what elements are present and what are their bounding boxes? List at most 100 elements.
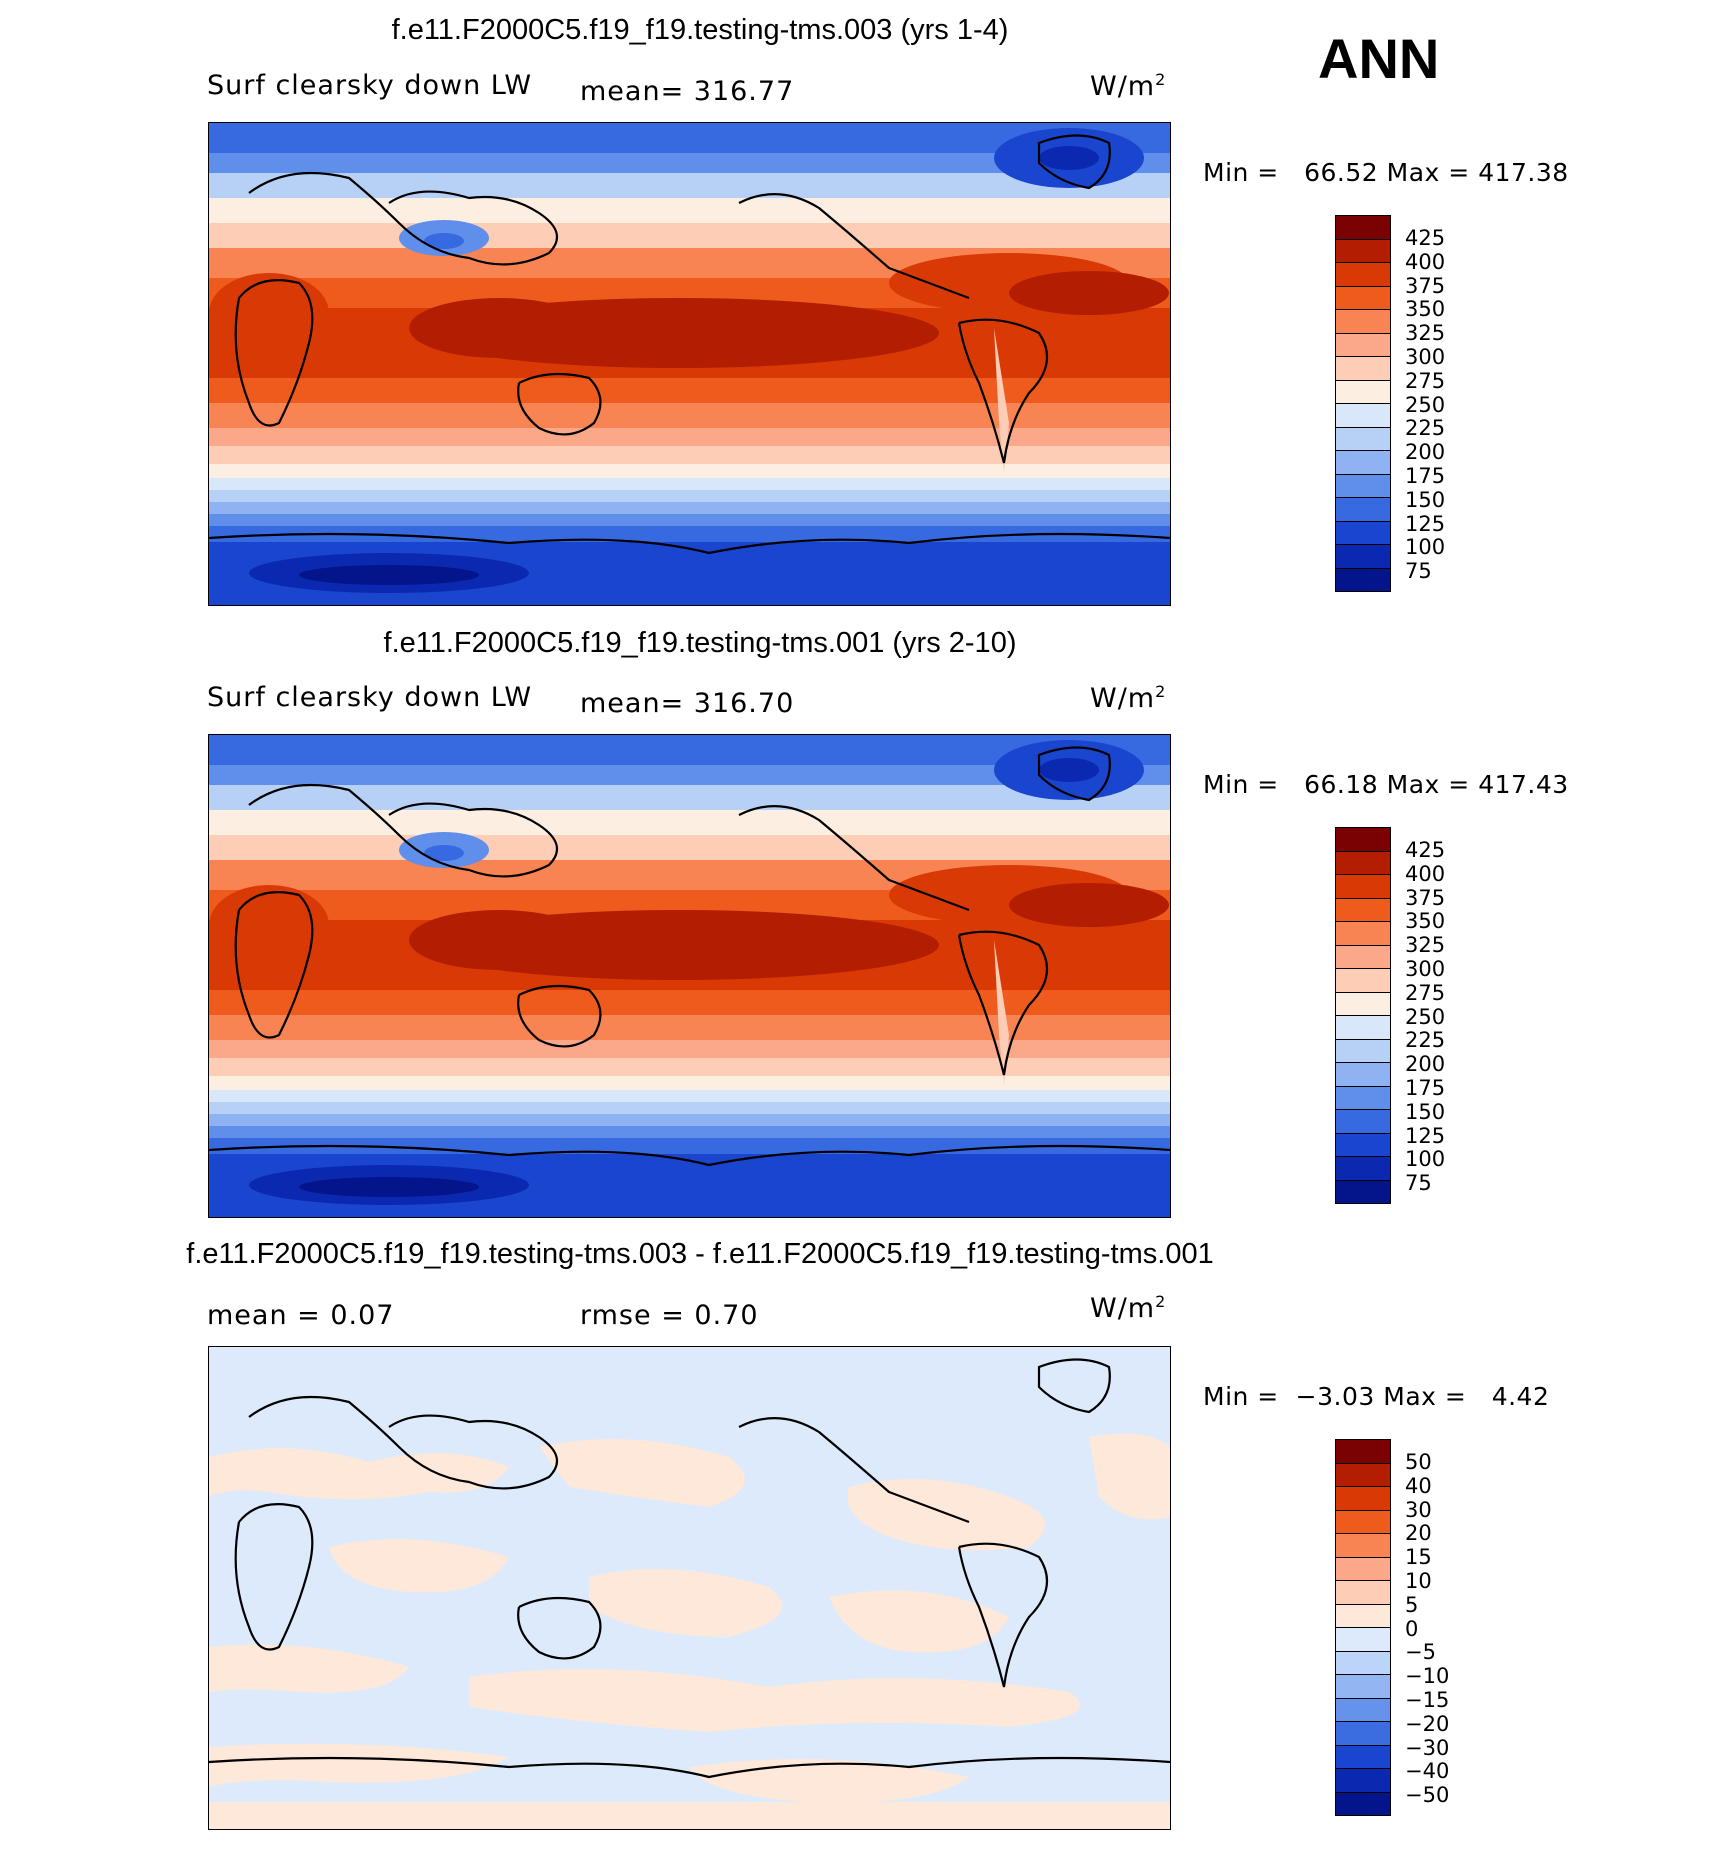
colorbar-label: 150 [1405,487,1446,512]
colorbar-label: 250 [1405,1004,1446,1029]
colorbar-label: 250 [1405,392,1446,417]
colorbar-segment [1335,1486,1391,1510]
panel-1-map [208,122,1171,606]
colorbar-label: 375 [1405,885,1446,910]
colorbar-segment [1335,332,1391,356]
panel-2-units: W/m2 [1090,682,1167,714]
colorbar-segment [1335,1462,1391,1486]
panel-1-title: f.e11.F2000C5.f19_f19.testing-tms.003 (y… [391,14,1009,46]
colorbar-label: 75 [1405,559,1432,584]
colorbar-label: 400 [1405,249,1446,274]
colorbar-segment [1335,567,1391,592]
season-label: ANN [1318,27,1440,90]
colorbar-label: 325 [1405,933,1446,958]
colorbar-segment [1335,944,1391,968]
colorbar-label: 175 [1405,1075,1446,1100]
colorbar-segment [1335,520,1391,544]
colorbar-segment [1335,1627,1391,1651]
colorbar-label: −5 [1405,1640,1436,1665]
colorbar-segment [1335,1768,1391,1792]
panel-3-colorbar [1335,1439,1391,1816]
colorbar-label: 275 [1405,980,1446,1005]
colorbar-segment [1335,1697,1391,1721]
colorbar-segment [1335,1132,1391,1156]
colorbar-label: 350 [1405,297,1446,322]
colorbar-segment [1335,897,1391,921]
panel-2-colorbar [1335,827,1391,1204]
colorbar-label: 200 [1405,440,1446,465]
colorbar-segment [1335,238,1391,262]
colorbar-label: 50 [1405,1450,1432,1474]
colorbar-label: 100 [1405,535,1446,560]
colorbar-label: 400 [1405,861,1446,886]
colorbar-segment [1335,1603,1391,1627]
colorbar-label: 425 [1405,226,1446,250]
colorbar-segment [1335,1533,1391,1557]
colorbar-label: −10 [1405,1664,1450,1689]
colorbar-segment [1335,1179,1391,1204]
panel-1-colorbar-labels: 425 400 375 350 325 300 275 250 225 200 175 150 125 1… [1405,226,1446,584]
colorbar-segment [1335,262,1391,286]
colorbar-label: −15 [1405,1687,1450,1712]
colorbar-label: 425 [1405,838,1446,862]
colorbar-segment [1335,1721,1391,1745]
colorbar-segment [1335,356,1391,380]
panel-1-colorbar [1335,215,1391,592]
colorbar-segment [1335,968,1391,992]
colorbar-label: −50 [1405,1783,1450,1808]
colorbar-label: −20 [1405,1711,1450,1736]
colorbar-segment [1335,1085,1391,1109]
colorbar-segment [1335,850,1391,874]
colorbar-segment [1335,1791,1391,1816]
panel-2-colorbar-labels: 425 400 375 350 325 300 275 250 225 200 175 150 125 1… [1405,838,1446,1196]
colorbar-segment [1335,1439,1391,1463]
colorbar-label: 40 [1405,1473,1432,1498]
colorbar-segment [1335,874,1391,898]
panel-1-map-svg [209,123,1170,605]
colorbar-segment [1335,1109,1391,1133]
panel-2-variable: Surf clearsky down LW [207,682,533,713]
colorbar-label: 325 [1405,321,1446,346]
colorbar-segment [1335,1580,1391,1604]
colorbar-label: 225 [1405,1028,1446,1053]
colorbar-label: 225 [1405,416,1446,441]
colorbar-label: 75 [1405,1171,1432,1196]
colorbar-segment [1335,1674,1391,1698]
panel-3-title: f.e11.F2000C5.f19_f19.testing-tms.003 - … [186,1238,1214,1270]
panel-2-map-svg [209,735,1170,1217]
colorbar-label: 100 [1405,1147,1446,1172]
colorbar-label: 375 [1405,273,1446,298]
colorbar-segment [1335,1744,1391,1768]
colorbar-label: 0 [1405,1616,1419,1641]
colorbar-segment [1335,991,1391,1015]
panel-3-colorbar-labels: 50 40 30 20 15 10 5 0 −5 −10 −15 −20 −30 −40 −50 [1405,1450,1450,1808]
colorbar-label: −40 [1405,1759,1450,1784]
colorbar-segment [1335,1062,1391,1086]
colorbar-segment [1335,1015,1391,1039]
colorbar-segment [1335,309,1391,333]
colorbar-label: 300 [1405,956,1446,981]
panel-2-map [208,734,1171,1218]
panel-1-mean: mean= 316.77 [580,76,795,107]
colorbar-label: −30 [1405,1735,1450,1760]
panel-3-map-svg [209,1347,1170,1829]
colorbar-label: 15 [1405,1545,1432,1570]
colorbar-label: 125 [1405,1123,1446,1148]
panel-1-units: W/m2 [1090,70,1167,102]
panel-3-minmax: Min = −3.03 Max = 4.42 [1203,1382,1550,1411]
colorbar-label: 350 [1405,909,1446,934]
colorbar-segment [1335,379,1391,403]
panel-1-minmax: Min = 66.52 Max = 417.38 [1203,158,1569,187]
panel-3-rmse: rmse = 0.70 [580,1300,759,1331]
colorbar-segment [1335,1038,1391,1062]
colorbar-label: 300 [1405,344,1446,369]
panel-2-title: f.e11.F2000C5.f19_f19.testing-tms.001 (y… [383,627,1017,659]
colorbar-segment [1335,215,1391,239]
colorbar-label: 275 [1405,368,1446,393]
colorbar-label: 20 [1405,1521,1432,1546]
colorbar-segment [1335,497,1391,521]
colorbar-segment [1335,827,1391,851]
colorbar-segment [1335,1556,1391,1580]
colorbar-label: 30 [1405,1497,1432,1522]
colorbar-segment [1335,1156,1391,1180]
